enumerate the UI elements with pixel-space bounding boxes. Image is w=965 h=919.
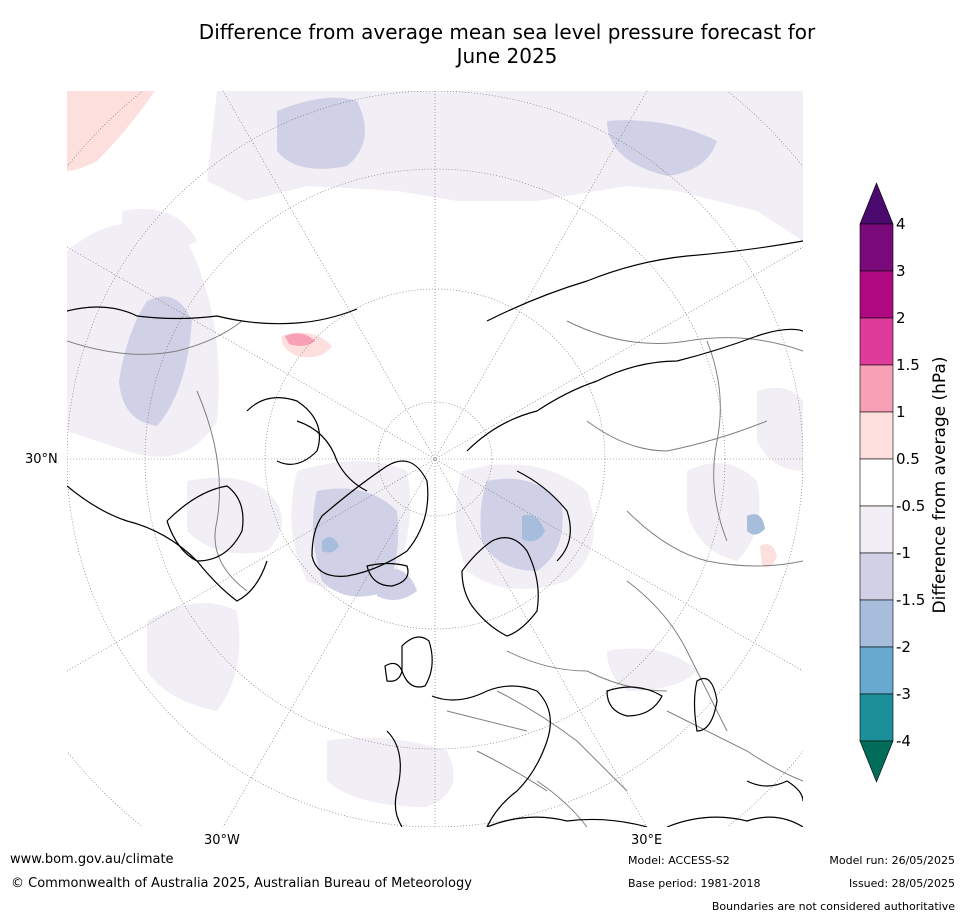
colorbar-tick-label: -4	[896, 732, 911, 750]
colorbar-tick-label: -2	[896, 638, 911, 656]
footer-base-period: Base period: 1981-2018	[628, 877, 761, 890]
footer-issued: Issued: 28/05/2025	[848, 877, 955, 890]
colorbar-tick-label: 2	[896, 309, 906, 327]
footer-model: Model: ACCESS-S2	[628, 854, 730, 867]
map-background	[67, 91, 803, 827]
label-lat-30n: 30°N	[25, 452, 58, 467]
colorbar-tick-label: 3	[896, 262, 906, 280]
colorbar-bin	[859, 552, 894, 601]
chart-title: Difference from average mean sea level p…	[0, 20, 965, 68]
colorbar-tick-label: -1	[896, 544, 911, 562]
anomaly-moderate-negative	[119, 97, 717, 600]
footer-disclaimer: Boundaries are not considered authoritat…	[711, 900, 955, 913]
colorbar-extend-bottom	[859, 740, 894, 783]
country-borders	[67, 320, 803, 827]
title-line-2: June 2025	[456, 44, 558, 68]
colorbar-bin	[859, 317, 894, 366]
colorbar-bin	[859, 646, 894, 695]
colorbar-bin	[859, 599, 894, 648]
footer-copyright: © Commonwealth of Australia 2025, Austra…	[11, 876, 472, 891]
colorbar-bin	[859, 223, 894, 272]
label-lon-30w: 30°W	[204, 833, 240, 848]
colorbar-bin	[859, 458, 894, 507]
colorbar-bin	[859, 364, 894, 413]
coastlines	[67, 240, 803, 827]
colorbar-tick-label: 1	[896, 403, 906, 421]
colorbar-extend-top	[859, 182, 894, 225]
colorbar-bin	[859, 505, 894, 554]
label-lon-30e: 30°E	[631, 833, 663, 848]
colorbar-bin	[859, 693, 894, 742]
anomaly-strong-negative	[322, 514, 765, 553]
colorbar-bin	[859, 270, 894, 319]
colorbar-tick-label: -3	[896, 685, 911, 703]
colorbar-tick-label: 0.5	[896, 450, 920, 468]
colorbar-title: Difference from average (hPa)	[930, 356, 950, 614]
colorbar-tick-label: 1.5	[896, 356, 920, 374]
polar-map	[67, 91, 803, 827]
footer-model-run: Model run: 26/05/2025	[829, 854, 955, 867]
title-line-1: Difference from average mean sea level p…	[198, 20, 816, 44]
colorbar-tick-label: 4	[896, 215, 906, 233]
anomaly-positive	[67, 91, 777, 568]
footer-website: www.bom.gov.au/climate	[10, 852, 174, 867]
colorbar-tick-label: -1.5	[896, 591, 925, 609]
colorbar-bin	[859, 411, 894, 460]
colorbar: 4 3 2 1.5 1 0.5 -0.5 -1 -1.5 -2 -3 -4	[859, 182, 925, 783]
colorbar-tick-label: -0.5	[896, 497, 925, 515]
